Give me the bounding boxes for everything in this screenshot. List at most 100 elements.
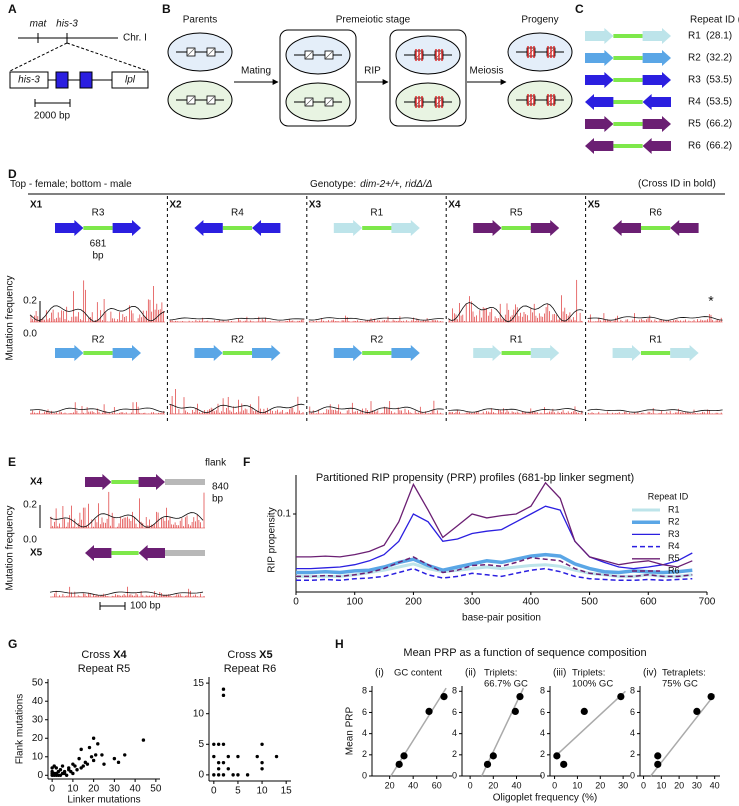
point (81, 764, 85, 768)
label: (iii) (553, 668, 566, 679)
repeat-arrow (642, 28, 671, 44)
repeat-arrow (138, 545, 165, 561)
smoothed-frequency (169, 317, 305, 321)
repeat-arrow (333, 220, 363, 236)
flank (165, 479, 205, 485)
label: 2 (540, 749, 545, 759)
label: GC content (394, 668, 442, 679)
line (206, 47, 216, 57)
label: 6 (452, 707, 457, 717)
label: Tetraplets: (662, 668, 706, 679)
point (212, 754, 216, 759)
label: Parents (183, 15, 217, 26)
smoothed-frequency (49, 590, 204, 596)
repeat-arrow (670, 220, 699, 236)
point (274, 754, 279, 759)
repeat-arrow (112, 345, 141, 361)
label: R1 (668, 504, 680, 514)
point (553, 752, 561, 760)
series-line (296, 481, 693, 568)
point (255, 754, 259, 759)
point (245, 773, 250, 777)
label: 30 (692, 780, 702, 790)
repeat-arrow (585, 138, 614, 154)
label: RIP propensity (267, 507, 278, 572)
smoothed-frequency (447, 302, 584, 323)
point (221, 773, 226, 777)
label: 2 (452, 749, 457, 759)
linker (613, 122, 643, 126)
label: 400 (523, 597, 540, 608)
repeat-arrow (612, 220, 641, 236)
label: 10 (572, 780, 582, 790)
repeat-arrow (530, 345, 560, 361)
label: R3 (668, 529, 680, 539)
label: 8 (362, 686, 367, 696)
repeat-box (55, 71, 69, 89)
label: Linker mutations (67, 795, 140, 806)
label: (iv) (643, 668, 657, 679)
label: X4 (113, 649, 127, 661)
point (511, 707, 519, 716)
label: 6 (630, 707, 635, 717)
line (324, 50, 334, 60)
line (186, 47, 196, 57)
point (79, 747, 83, 752)
label: R6 (688, 141, 701, 152)
point (236, 773, 240, 777)
label: 20 (88, 784, 100, 795)
point (87, 745, 92, 750)
repeat-arrow (194, 220, 223, 236)
repeat-arrow (642, 50, 671, 66)
label: Top - female; bottom - male (10, 179, 132, 190)
label: Repeat ID (648, 491, 689, 501)
label: X2 (169, 200, 182, 211)
label: R1 (649, 335, 662, 346)
label: 0 (630, 770, 635, 780)
label: C (575, 2, 584, 16)
label: 5 (198, 739, 204, 750)
linker (222, 351, 253, 355)
linker (640, 351, 671, 355)
point (91, 736, 96, 740)
label: Mean PRP as a function of sequence compo… (403, 647, 646, 659)
point (85, 762, 90, 766)
label: 0 (540, 770, 545, 780)
label: 50 (150, 784, 162, 795)
label: R2 (668, 517, 680, 527)
label: 0.2 (23, 500, 37, 511)
label: 30 (109, 784, 121, 795)
gene-box (111, 71, 149, 89)
linker (111, 551, 139, 555)
label: Repeat ID (GC%) (690, 15, 739, 26)
point (91, 758, 96, 763)
label: R5 (688, 119, 701, 130)
label: 300 (464, 597, 481, 608)
line (324, 97, 334, 107)
label: 0 (198, 770, 204, 781)
label: X5 (588, 200, 601, 211)
repeat-arrow (138, 474, 165, 490)
series-line (296, 552, 693, 575)
smoothed-frequency (587, 408, 723, 413)
smoothed-frequency (49, 512, 204, 528)
smoothed-frequency (587, 316, 723, 321)
point (231, 773, 235, 777)
label: 2 (362, 749, 367, 759)
series-line (296, 505, 693, 570)
label: 4 (452, 728, 457, 738)
point (102, 762, 106, 766)
label: X5 (259, 649, 272, 661)
point (221, 693, 226, 698)
label: Cross (81, 649, 110, 661)
point (212, 742, 216, 746)
label: 0 (641, 780, 646, 790)
label: 0 (211, 786, 217, 797)
point (260, 767, 264, 771)
label: 100 (346, 597, 363, 608)
smoothed-frequency (308, 406, 444, 413)
point (96, 742, 100, 746)
label: 20 (674, 780, 684, 790)
point (654, 752, 662, 760)
repeat-arrow (642, 138, 671, 154)
